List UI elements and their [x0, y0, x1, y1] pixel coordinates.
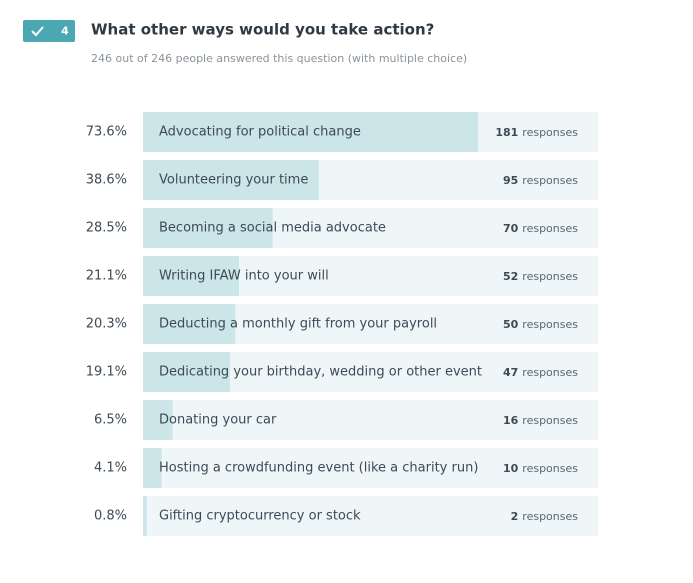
badge-number: 4: [61, 25, 69, 38]
response-count: 16: [503, 414, 519, 427]
percent-label: 38.6%: [86, 173, 127, 188]
bar-track: [143, 400, 598, 440]
bar: [143, 112, 478, 152]
option-label: Writing IFAW into your will: [159, 269, 329, 284]
option-label: Donating your car: [159, 413, 277, 428]
response-unit: responses: [522, 366, 578, 379]
check-icon: [31, 26, 44, 37]
bar: [143, 400, 173, 440]
response-unit: responses: [522, 174, 578, 187]
option-label: Dedicating your birthday, wedding or oth…: [159, 365, 482, 380]
percent-label: 19.1%: [86, 365, 127, 380]
percent-label: 0.8%: [94, 509, 127, 524]
bar-track: [143, 496, 598, 536]
response-unit: responses: [522, 222, 578, 235]
option-label: Deducting a monthly gift from your payro…: [159, 317, 437, 332]
response-unit: responses: [522, 270, 578, 283]
bar: [143, 304, 236, 344]
response-count: 70: [503, 222, 519, 235]
bar: [143, 496, 147, 536]
percent-label: 6.5%: [94, 413, 127, 428]
option-label: Gifting cryptocurrency or stock: [159, 509, 361, 524]
question-subtitle: 246 out of 246 people answered this ques…: [91, 52, 467, 65]
question-title: What other ways would you take action?: [91, 21, 434, 39]
percent-label: 73.6%: [86, 125, 127, 140]
bar: [143, 448, 162, 488]
response-unit: responses: [522, 462, 578, 475]
response-unit: responses: [522, 414, 578, 427]
badge: [23, 20, 75, 42]
option-label: Advocating for political change: [159, 125, 361, 140]
response-count: 52: [503, 270, 518, 283]
response-count: 50: [503, 318, 519, 331]
response-count: 95: [503, 174, 518, 187]
option-label: Becoming a social media advocate: [159, 221, 386, 236]
response-unit: responses: [522, 318, 578, 331]
bar-track: [143, 448, 598, 488]
response-count: 181: [495, 126, 518, 139]
bar: [143, 352, 230, 392]
response-unit: responses: [522, 126, 578, 139]
response-count: 2: [511, 510, 519, 523]
percent-label: 28.5%: [86, 221, 127, 236]
percent-label: 4.1%: [94, 461, 127, 476]
option-label: Hosting a crowdfunding event (like a cha…: [159, 461, 478, 476]
response-count: 47: [503, 366, 518, 379]
response-count: 10: [503, 462, 519, 475]
percent-label: 21.1%: [86, 269, 127, 284]
bar: [143, 208, 273, 248]
percent-label: 20.3%: [86, 317, 127, 332]
response-unit: responses: [522, 510, 578, 523]
bar: [143, 256, 240, 296]
bar: [143, 160, 319, 200]
option-label: Volunteering your time: [159, 173, 308, 188]
